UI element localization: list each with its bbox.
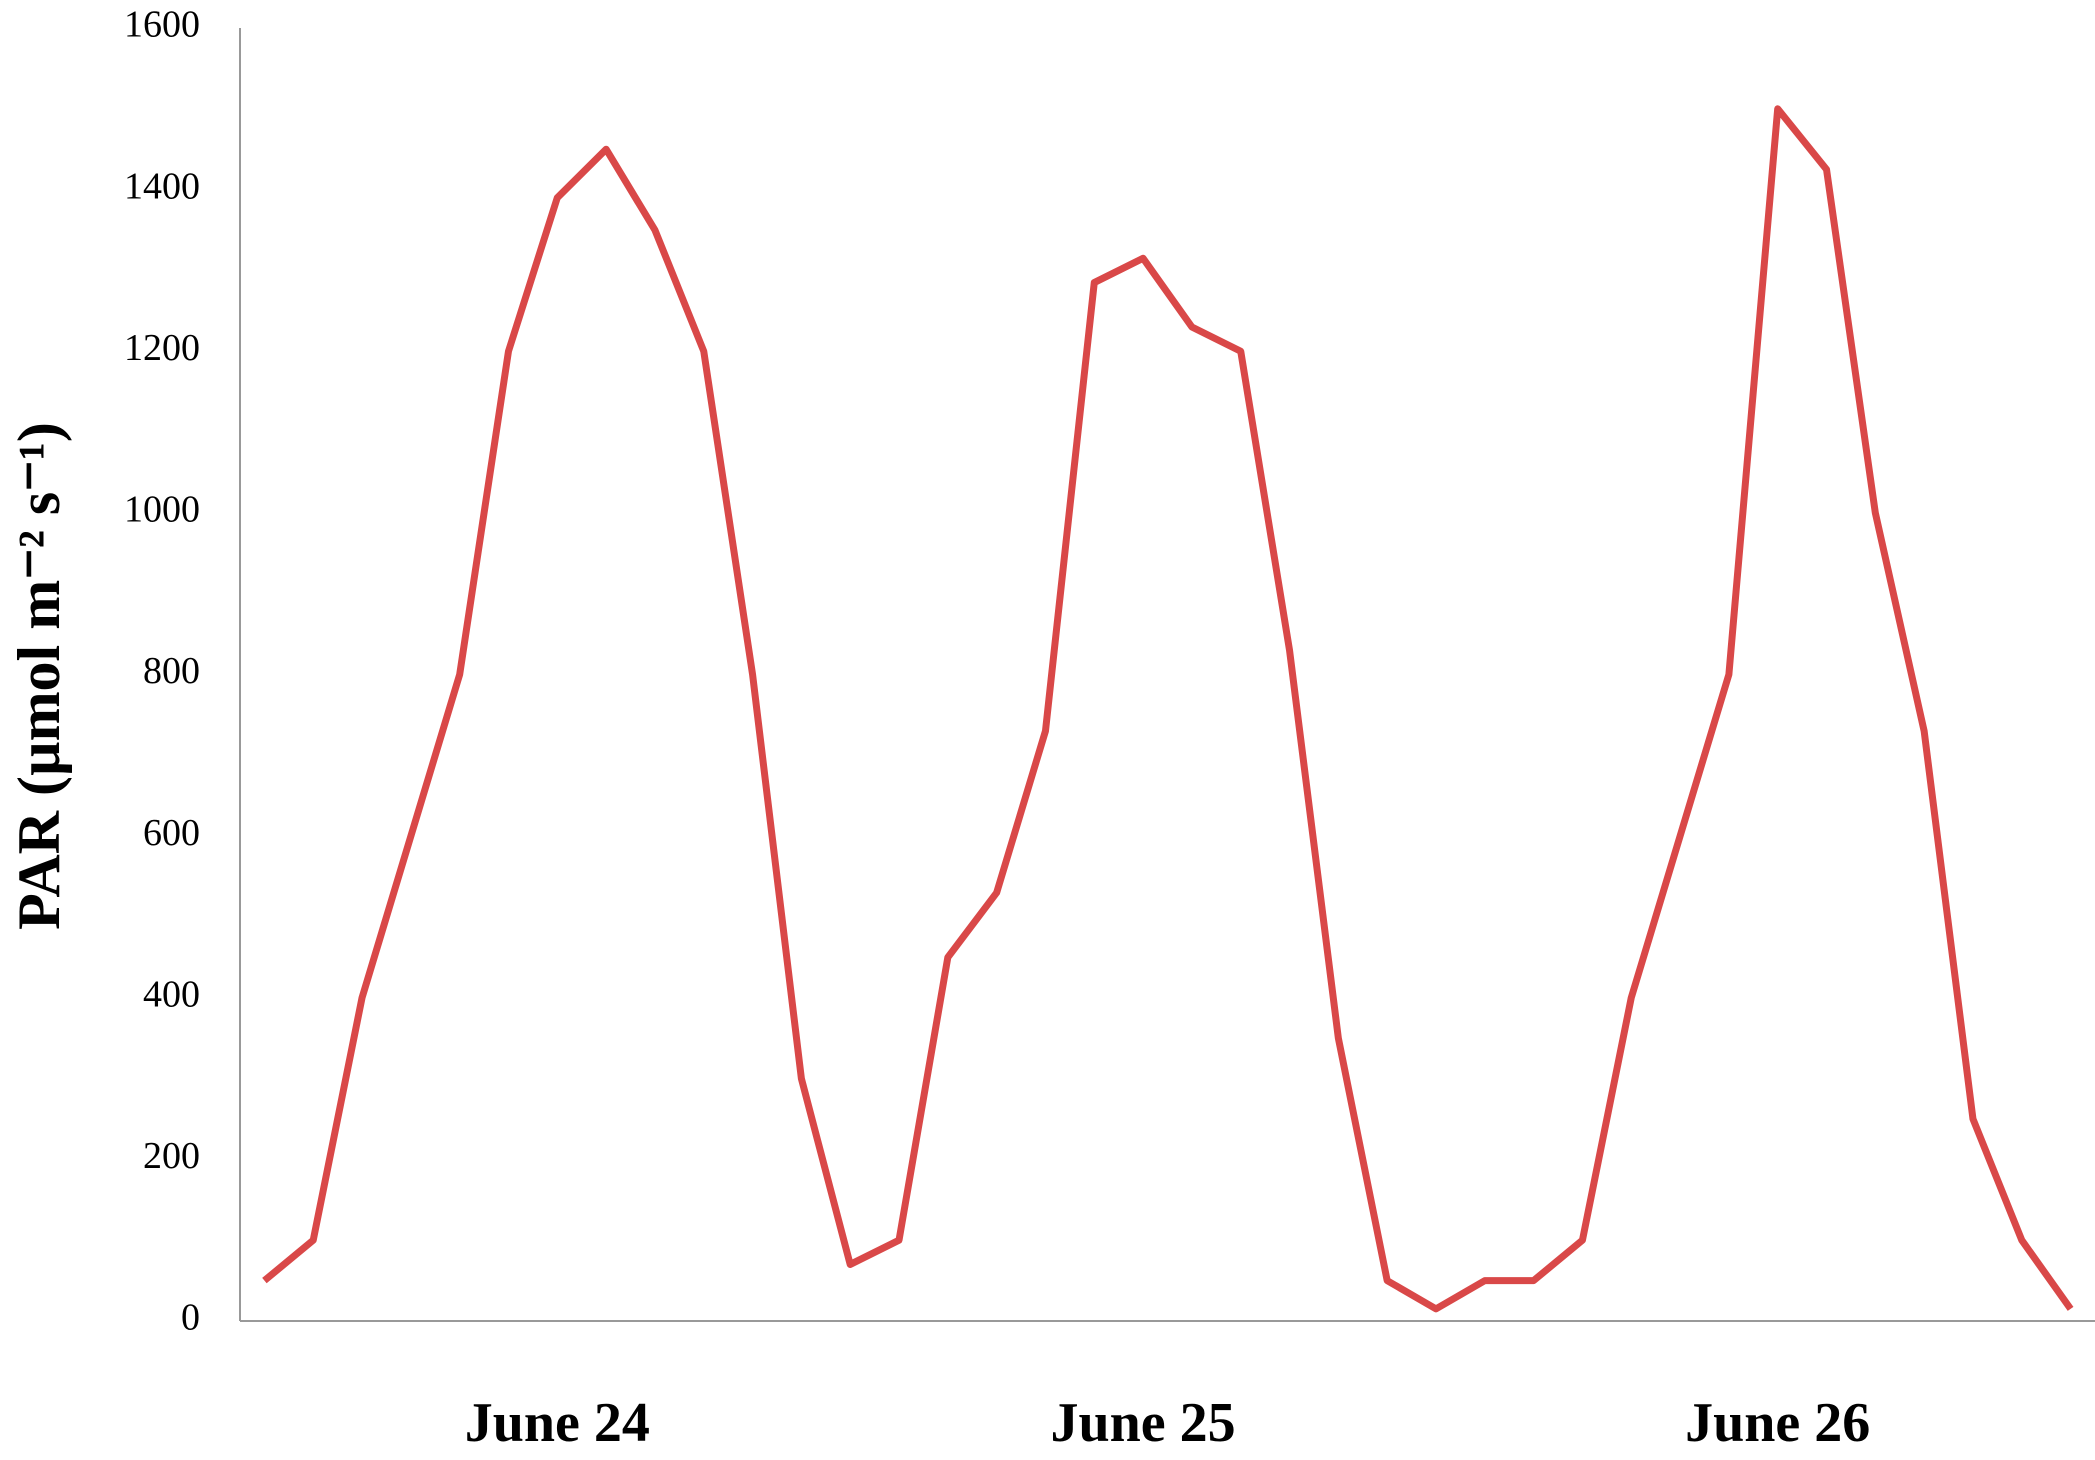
x-tick-label: June 24: [465, 1392, 650, 1454]
y-tick-label: 800: [143, 650, 200, 692]
y-tick-label: 200: [143, 1135, 200, 1177]
y-tick-label: 0: [181, 1297, 200, 1339]
y-tick-label: 1600: [124, 4, 200, 46]
y-axis-title: PAR (µmol m⁻² s⁻¹): [6, 422, 72, 930]
y-tick-label: 600: [143, 812, 200, 854]
y-tick-label: 1200: [124, 327, 200, 369]
data-line: [262, 105, 2074, 1313]
y-tick-label: 1400: [124, 165, 200, 207]
y-tick-label: 1000: [124, 489, 200, 531]
x-tick-label: June 26: [1685, 1392, 1870, 1454]
x-tick-label: June 25: [1051, 1392, 1236, 1454]
y-tick-label: 400: [143, 973, 200, 1015]
